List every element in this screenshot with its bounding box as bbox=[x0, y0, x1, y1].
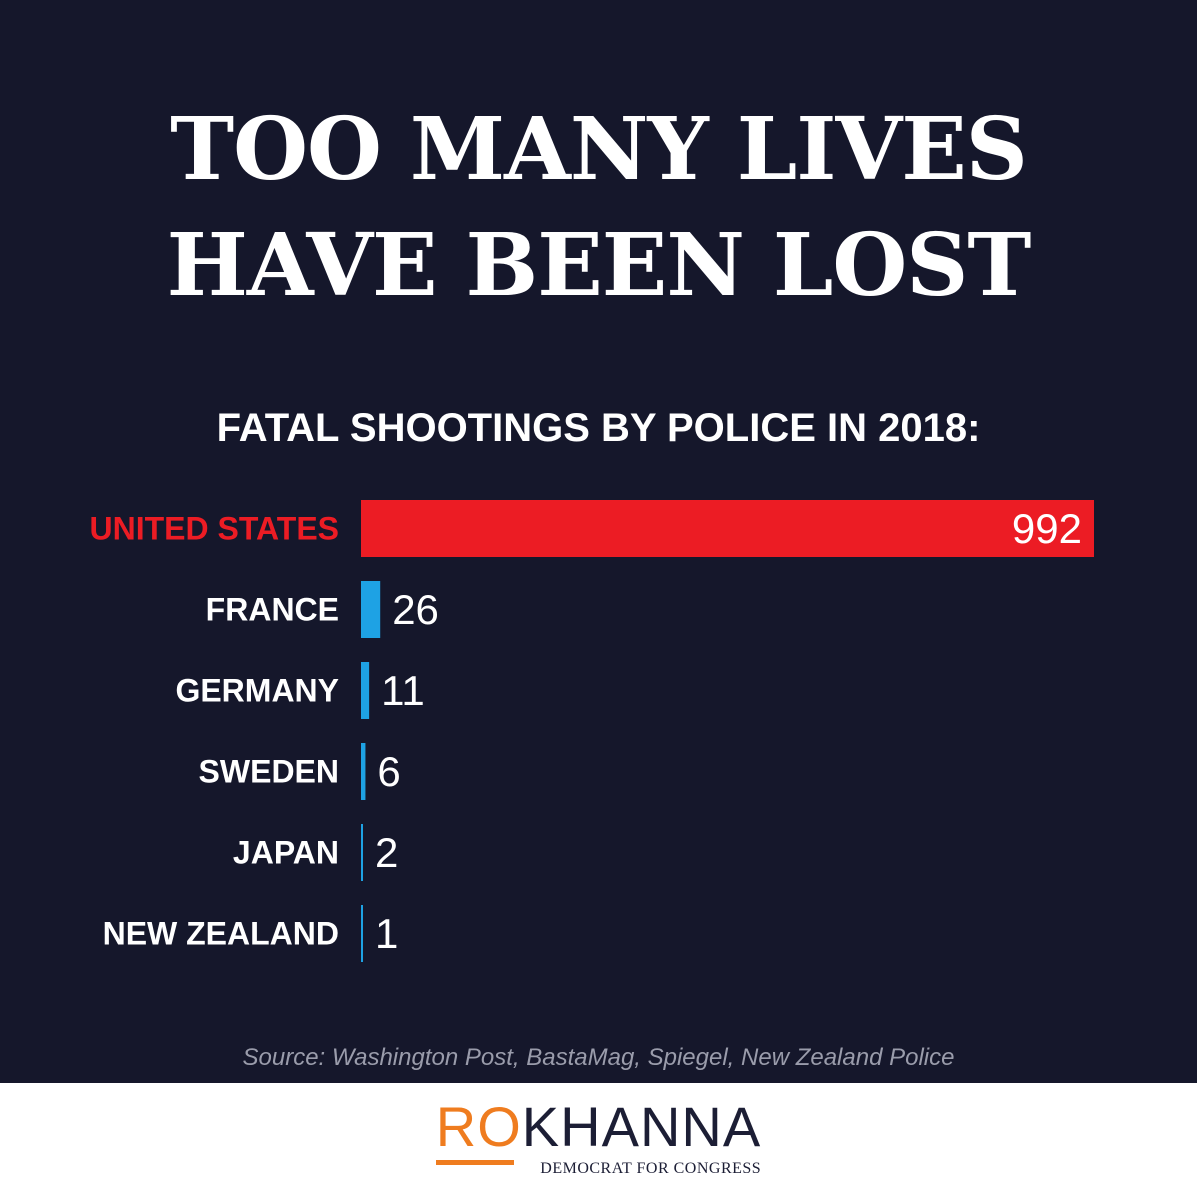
chart-title: FATAL SHOOTINGS BY POLICE IN 2018: bbox=[216, 406, 981, 450]
value-label-united-states: 992 bbox=[1012, 505, 1082, 552]
headline-line-1: TOO MANY LIVES bbox=[170, 99, 1028, 200]
infographic-panel: TOO MANY LIVES HAVE BEEN LOST FATAL SHOO… bbox=[0, 0, 1197, 1083]
headline-line-2: HAVE BEEN LOST bbox=[166, 215, 1032, 316]
logo-wordmark: ROKHANNA bbox=[436, 1098, 761, 1156]
headline: TOO MANY LIVES HAVE BEEN LOST bbox=[0, 92, 1197, 324]
category-label-new-zealand: NEW ZEALAND bbox=[103, 916, 339, 952]
category-label-japan: JAPAN bbox=[233, 835, 339, 871]
bar-germany bbox=[361, 662, 370, 719]
source-note: Source: Washington Post, BastaMag, Spieg… bbox=[242, 1044, 955, 1071]
logo-khanna: KHANNA bbox=[521, 1095, 762, 1158]
value-label-new-zealand: 1 bbox=[375, 910, 398, 957]
bar-sweden bbox=[361, 743, 366, 800]
value-label-france: 26 bbox=[392, 586, 439, 633]
logo-ro: RO bbox=[435, 1095, 522, 1158]
logo-underline bbox=[435, 1160, 514, 1165]
category-label-sweden: SWEDEN bbox=[199, 754, 339, 790]
category-label-united-states: UNITED STATES bbox=[90, 511, 339, 547]
value-label-germany: 11 bbox=[381, 667, 425, 714]
bar-france bbox=[361, 581, 381, 638]
category-label-germany: GERMANY bbox=[175, 673, 339, 709]
bar-japan bbox=[361, 824, 363, 881]
value-label-japan: 2 bbox=[375, 829, 398, 876]
bar-chart: UNITED STATES 992 FRANCE 26 GERMANY 11 SWEDEN 6… bbox=[90, 500, 1094, 962]
campaign-logo: ROKHANNA DEMOCRAT FOR CONGRESS bbox=[0, 1098, 1197, 1178]
value-label-sweden: 6 bbox=[377, 748, 400, 795]
bar-new-zealand bbox=[361, 905, 363, 962]
category-label-france: FRANCE bbox=[206, 592, 339, 628]
bar-united-states bbox=[361, 500, 1094, 557]
logo-tagline: DEMOCRAT FOR CONGRESS bbox=[540, 1160, 762, 1177]
